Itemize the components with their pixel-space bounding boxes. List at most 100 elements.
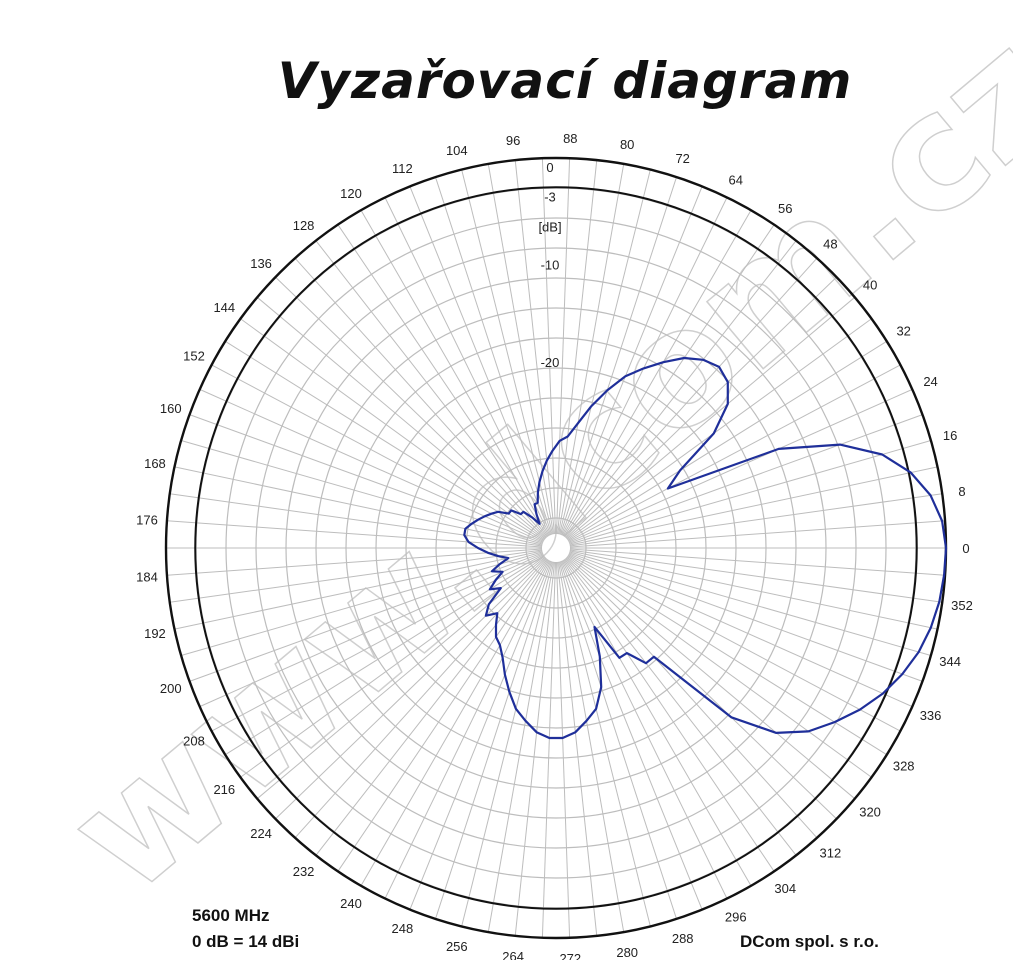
angle-tick-label: 232 — [293, 864, 315, 879]
angle-gridline — [240, 318, 545, 541]
angle-tick-label: 184 — [136, 570, 158, 585]
angle-tick-label: 280 — [616, 945, 638, 960]
angle-gridline — [560, 186, 703, 536]
angle-gridline — [166, 520, 543, 548]
angle-gridline — [563, 224, 775, 537]
angle-tick-label: 216 — [213, 782, 235, 797]
angle-gridlines — [166, 158, 946, 938]
grid-ring — [285, 277, 827, 819]
angle-tick-label: 144 — [213, 300, 235, 315]
angle-tick-label: 96 — [506, 133, 520, 148]
angle-gridline — [558, 169, 651, 535]
angle-gridline — [174, 550, 543, 630]
angle-gridline — [568, 553, 913, 708]
angle-gridline — [564, 558, 797, 856]
grid-ring — [525, 517, 587, 579]
angle-tick-label: 8 — [958, 484, 965, 499]
ring-minus3db — [194, 186, 918, 910]
angle-gridline — [315, 240, 548, 538]
angle-tick-label: 56 — [778, 201, 792, 216]
angle-tick-labels: 0 8 16 24 32 40 48 56 64 72 80 88 96 104 112 120 128 136 1… — [136, 131, 973, 960]
angle-gridline — [180, 440, 543, 545]
angle-gridline — [240, 555, 545, 778]
angle-gridline — [275, 276, 547, 539]
grid-ring — [495, 487, 617, 609]
grid-ring — [345, 337, 767, 759]
angle-tick-label: 272 — [559, 951, 581, 960]
radial-tick-labels: 0 -3 -10 -20 [dB] — [538, 160, 561, 370]
angle-gridline — [561, 197, 728, 536]
angle-gridline — [568, 414, 923, 544]
angle-gridline — [461, 169, 554, 535]
angle-tick-label: 32 — [896, 324, 910, 339]
angle-tick-label: 72 — [675, 151, 689, 166]
angle-gridline — [568, 388, 913, 543]
grid-ring — [465, 457, 647, 639]
angle-gridline — [294, 558, 548, 839]
angle-gridline — [569, 550, 938, 630]
radial-tick-label: -20 — [541, 355, 560, 370]
angle-gridline — [514, 160, 556, 535]
angle-tick-label: 24 — [923, 374, 937, 389]
angle-gridline — [568, 554, 901, 732]
angle-gridline — [558, 561, 651, 927]
grid-ring — [225, 217, 887, 879]
angle-gridline — [169, 493, 543, 547]
angle-tick-label: 80 — [620, 137, 634, 152]
frequency-label: 5600 MHz — [192, 906, 270, 925]
company-label: DCom spol. s r.o. — [740, 932, 879, 951]
angle-gridline — [564, 257, 818, 538]
angle-gridline — [189, 414, 544, 544]
angle-gridline — [569, 493, 943, 547]
angle-gridline — [166, 548, 543, 576]
angle-tick-label: 328 — [893, 758, 915, 773]
radial-tick-label: -10 — [541, 258, 560, 273]
angle-tick-label: 240 — [340, 896, 362, 911]
angle-gridline — [541, 561, 557, 938]
angle-tick-label: 112 — [392, 161, 413, 176]
angle-tick-label: 152 — [183, 349, 205, 364]
angle-gridline — [199, 553, 544, 708]
angle-gridline — [565, 276, 837, 539]
angle-tick-label: 48 — [823, 236, 837, 251]
angle-tick-label: 264 — [502, 949, 524, 960]
chart-title: Vyzařovací diagram — [277, 52, 853, 110]
grid-ring — [255, 247, 857, 849]
angle-tick-label: 256 — [446, 939, 468, 954]
angle-gridline — [514, 561, 556, 936]
angle-gridline — [409, 560, 552, 910]
angle-gridline — [567, 318, 872, 541]
angle-gridline — [315, 558, 548, 856]
angle-tick-label: 296 — [725, 910, 747, 925]
angle-gridline — [211, 554, 544, 732]
angle-gridline — [461, 561, 554, 927]
angle-tick-label: 0 — [962, 541, 969, 556]
angle-gridline — [569, 551, 932, 656]
angle-gridline — [568, 552, 923, 682]
angle-tick-label: 16 — [943, 428, 957, 443]
angle-tick-label: 352 — [951, 598, 973, 613]
angle-gridline — [189, 552, 544, 682]
angle-tick-label: 344 — [939, 654, 961, 669]
angle-tick-label: 128 — [293, 218, 315, 233]
angle-gridline — [275, 557, 547, 820]
angle-tick-label: 192 — [144, 626, 166, 641]
angle-gridline — [564, 240, 797, 538]
angle-gridline — [557, 561, 625, 933]
angle-gridline — [337, 224, 549, 537]
grid-ring — [405, 397, 707, 699]
angle-tick-label: 120 — [340, 186, 362, 201]
angle-tick-label: 168 — [144, 456, 166, 471]
angle-tick-label: 224 — [250, 826, 272, 841]
angle-gridline — [337, 559, 549, 872]
angle-gridline — [360, 210, 550, 537]
grid-ring — [315, 307, 797, 789]
angle-gridline — [567, 340, 888, 542]
angle-gridline — [566, 296, 856, 540]
angle-tick-label: 136 — [250, 256, 272, 271]
angle-gridline — [569, 466, 938, 546]
angle-gridline — [557, 163, 625, 535]
angle-gridline — [180, 551, 543, 656]
angle-gridline — [555, 158, 571, 535]
angle-tick-label: 200 — [160, 681, 182, 696]
